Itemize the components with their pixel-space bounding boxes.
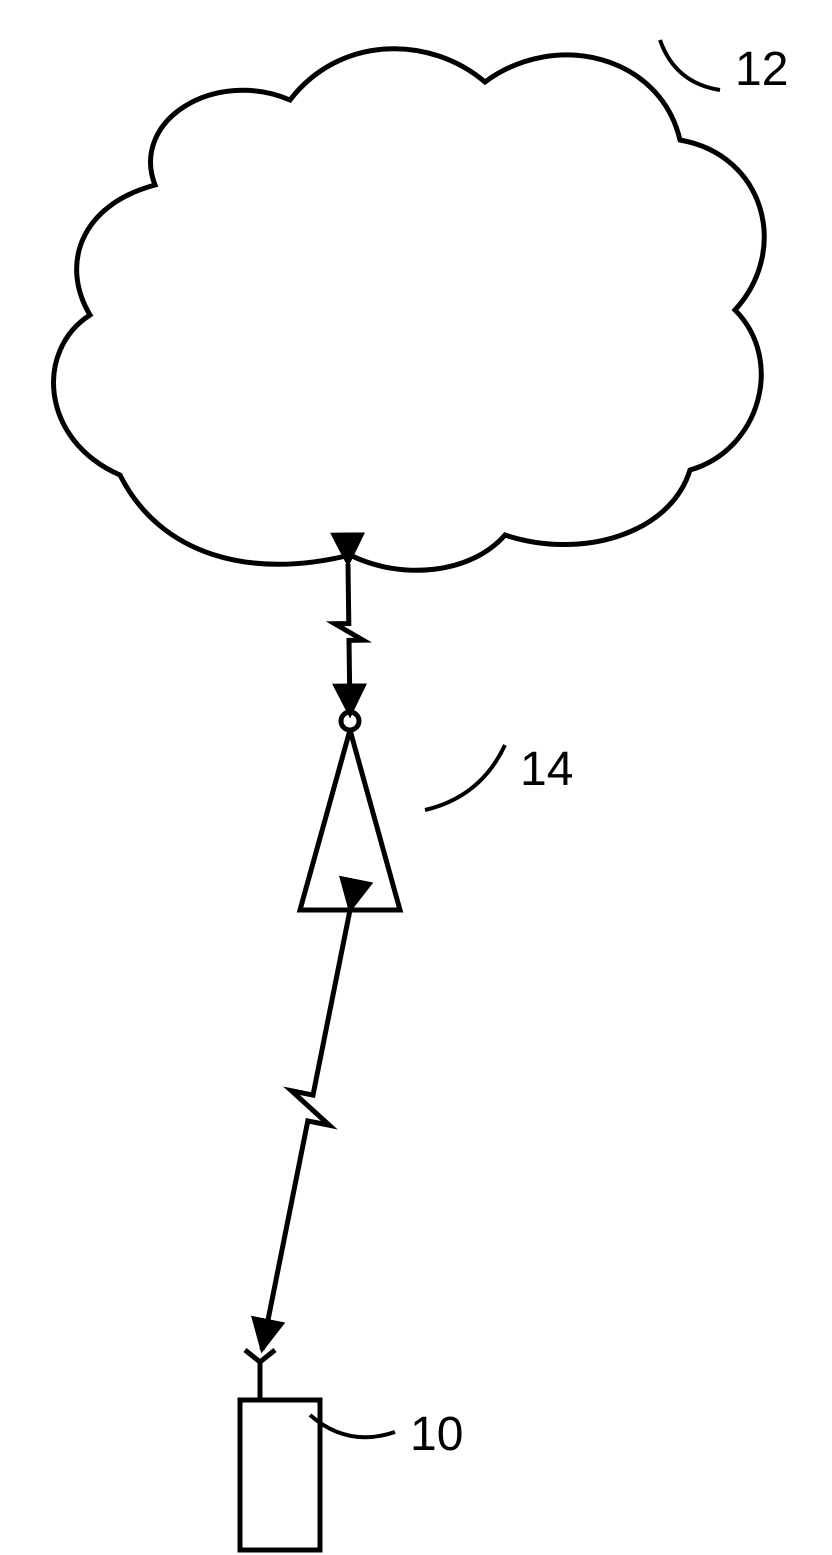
mobile-device: [240, 1350, 320, 1550]
network-diagram: 12 14 10: [0, 0, 832, 1555]
ref-label-14: 14: [520, 743, 573, 796]
base-station-tower: [300, 712, 400, 910]
ref-label-10: 10: [410, 1408, 463, 1461]
ref-14: 14: [425, 743, 573, 810]
link-cloud-tower: [335, 564, 363, 715]
link-tower-device: [262, 910, 350, 1350]
ref-label-12: 12: [735, 43, 788, 96]
ref-12: 12: [660, 40, 788, 96]
ref-10: 10: [310, 1408, 463, 1461]
network-cloud: [54, 49, 765, 571]
